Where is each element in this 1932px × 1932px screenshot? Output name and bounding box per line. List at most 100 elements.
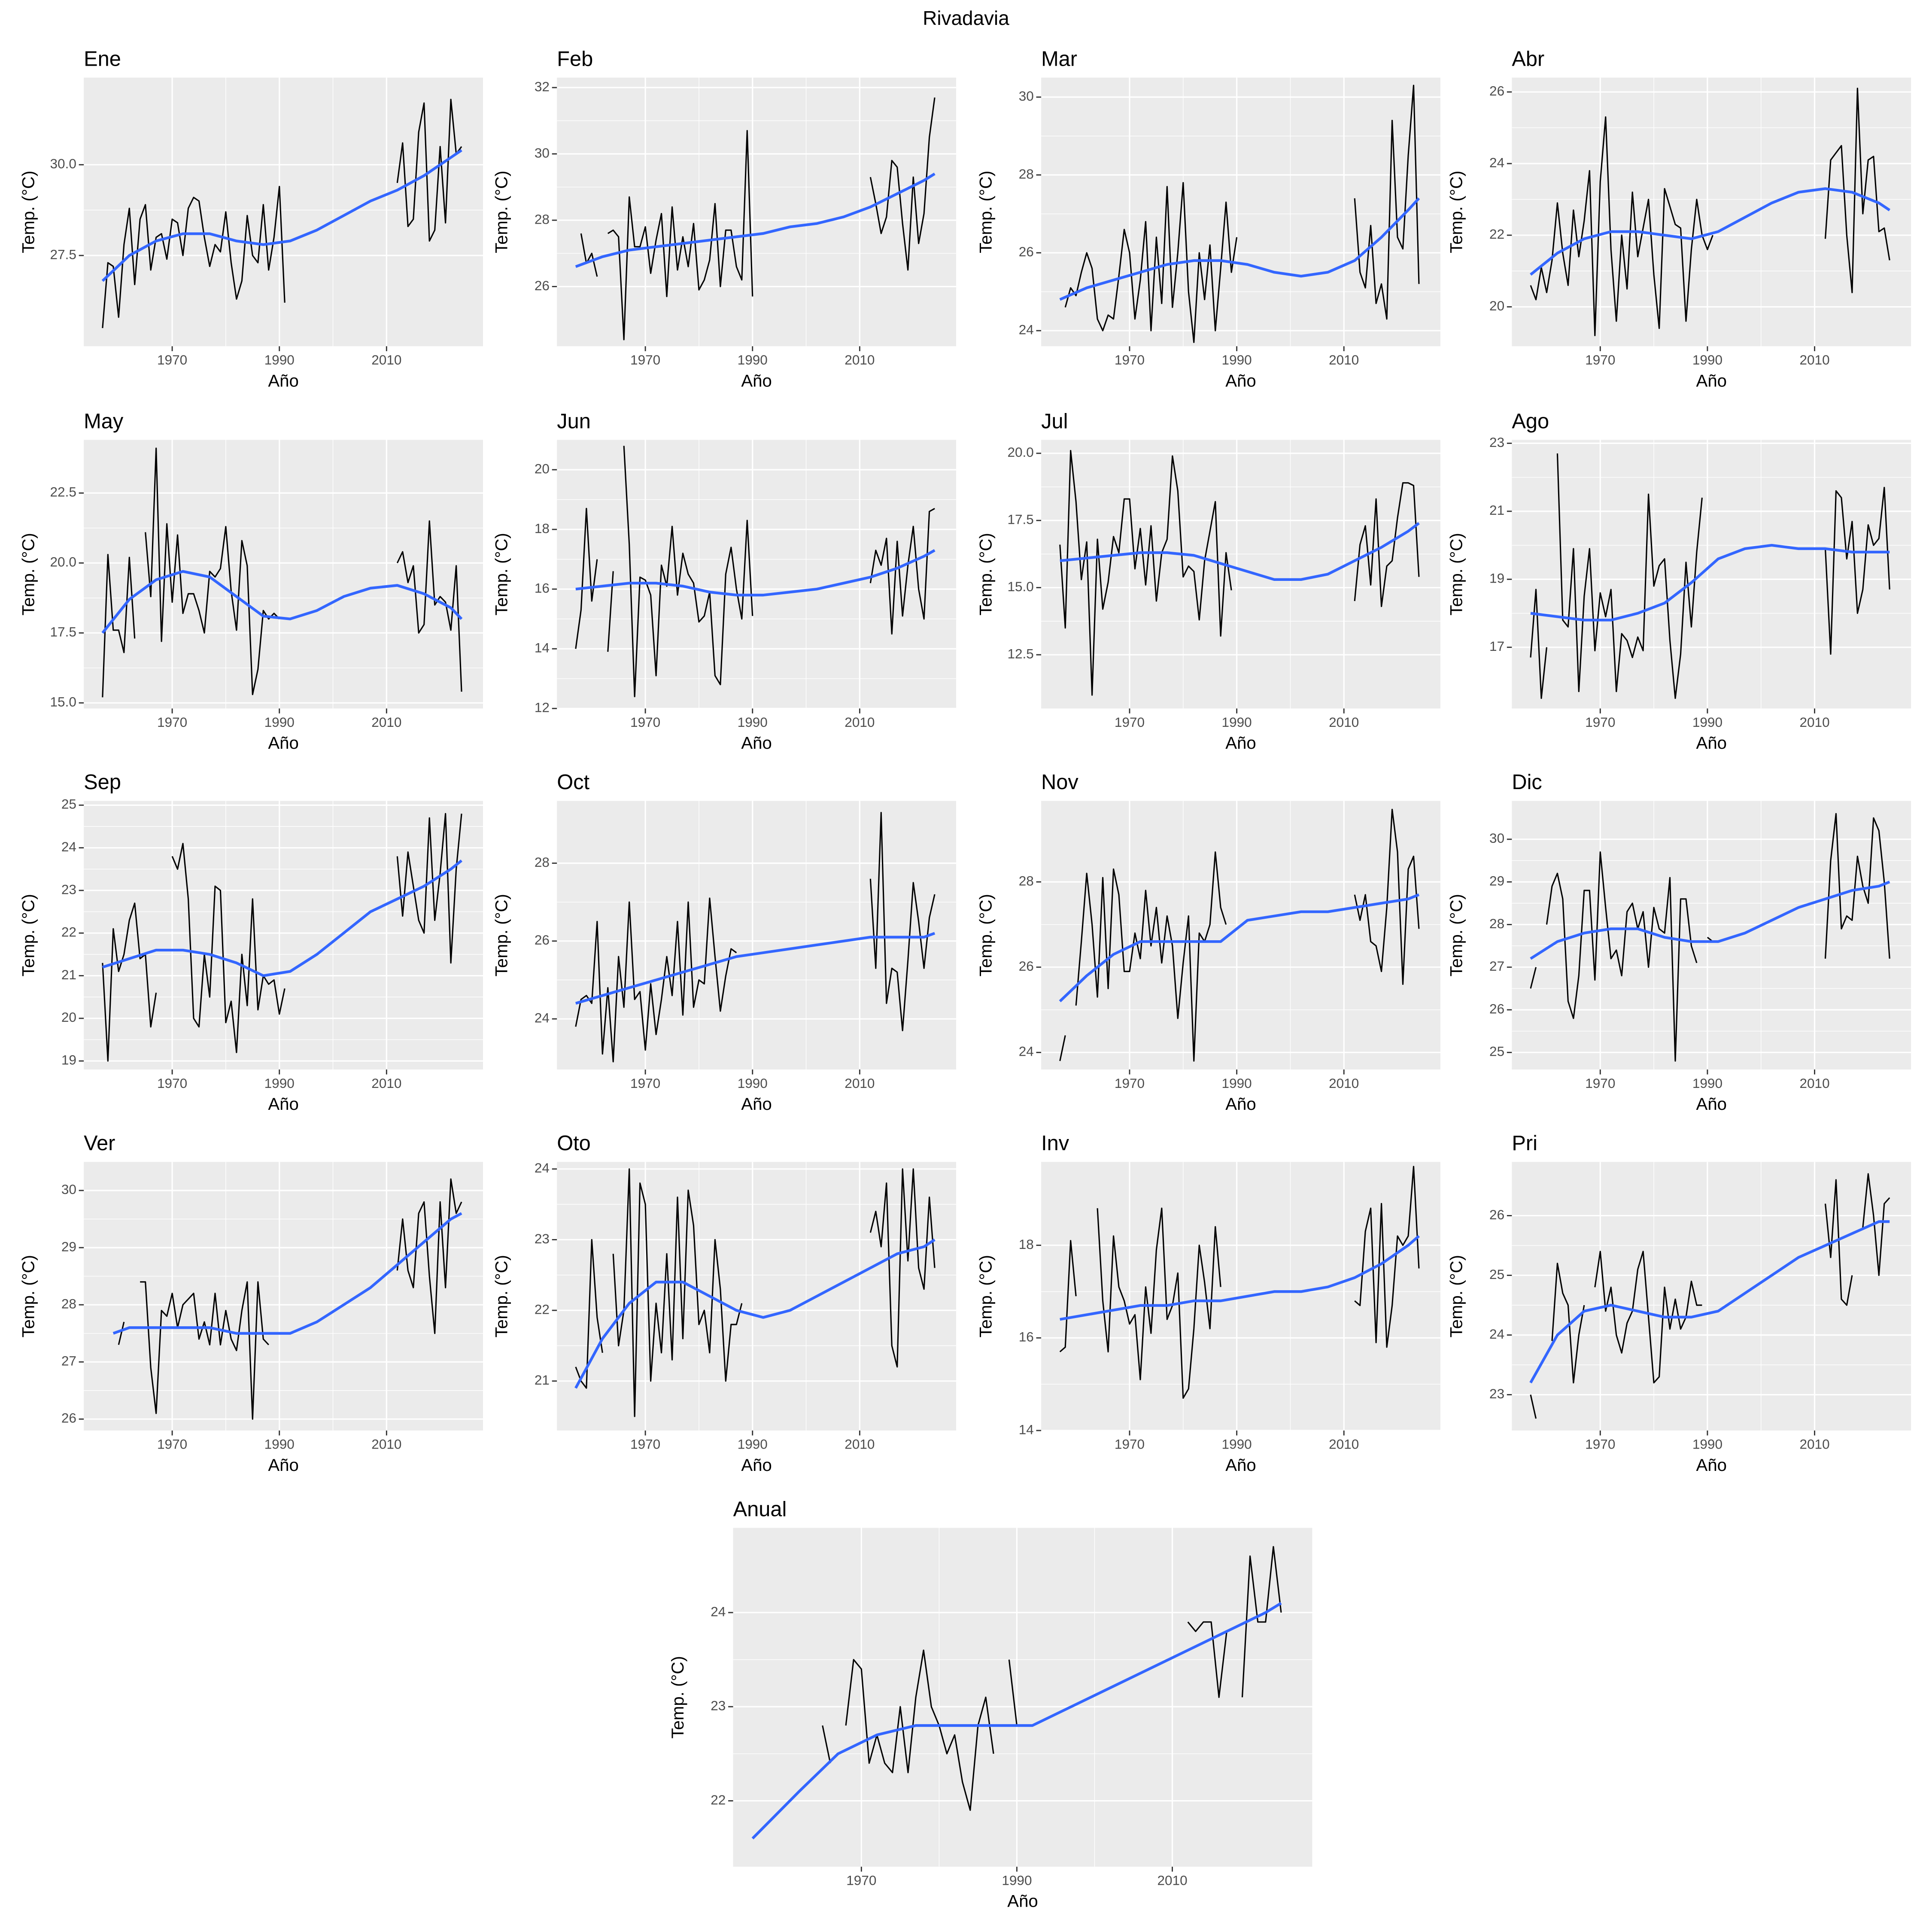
x-tick-label: 2010 <box>844 1075 875 1091</box>
y-tick-label: 24 <box>61 839 76 854</box>
x-tick-label: 2010 <box>1799 1437 1829 1452</box>
panel-title: Abr <box>1512 48 1544 71</box>
y-tick-label: 28 <box>61 1296 76 1311</box>
y-tick-label: 23 <box>535 1231 550 1246</box>
panel: 14 16 18 1970 1990 2010 Inv Año Temp. (°C) <box>976 1132 1440 1475</box>
x-tick-label: 2010 <box>1329 352 1359 368</box>
y-tick-label: 24 <box>711 1604 726 1619</box>
y-tick-label: 23 <box>711 1698 726 1713</box>
x-tick-label: 1990 <box>264 1075 295 1091</box>
x-tick-label: 1970 <box>1585 1075 1615 1091</box>
x-axis-title: Año <box>268 733 298 753</box>
panel-title: Mar <box>1041 48 1077 71</box>
panel-title: Ago <box>1512 410 1549 433</box>
x-tick-label: 1990 <box>1692 1075 1722 1091</box>
panel-title: Oct <box>557 771 589 794</box>
smooth-line <box>112 1212 462 1335</box>
y-axis-title: Temp. (°C) <box>18 894 38 976</box>
x-axis-title: Año <box>741 371 772 390</box>
y-tick-label: 17 <box>1489 638 1504 654</box>
smooth-line <box>1529 1220 1890 1384</box>
y-tick-label: 26 <box>1489 83 1504 99</box>
x-tick-label: 1970 <box>1115 1437 1145 1452</box>
y-tick-label: 23 <box>61 881 76 897</box>
x-tick-label: 1990 <box>1692 1437 1722 1452</box>
x-tick-label: 1990 <box>1692 352 1722 368</box>
y-tick-label: 20 <box>61 1009 76 1025</box>
plot-background <box>84 77 483 346</box>
y-tick-label: 20.0 <box>50 554 76 570</box>
y-tick-label: 19 <box>61 1052 76 1068</box>
x-tick-label: 1970 <box>1585 1437 1615 1452</box>
y-axis-title: Temp. (°C) <box>976 1255 995 1337</box>
x-axis-title: Año <box>1225 1455 1256 1475</box>
plot-background <box>1512 801 1911 1070</box>
x-axis-title: Año <box>741 1094 772 1114</box>
panel: 24 26 28 1970 1990 2010 Nov Año Temp. (°C) <box>976 771 1440 1114</box>
panel-title: Nov <box>1041 771 1078 794</box>
data-line <box>575 446 935 697</box>
x-tick-label: 1990 <box>738 352 768 368</box>
y-axis-title: Temp. (°C) <box>492 1255 511 1337</box>
y-tick-label: 28 <box>1489 916 1504 931</box>
y-tick-label: 32 <box>535 79 550 94</box>
data-line <box>102 447 462 698</box>
x-tick-label: 1970 <box>846 1873 876 1888</box>
y-tick-label: 15.0 <box>50 694 76 710</box>
y-tick-label: 26 <box>535 932 550 948</box>
plot-background <box>557 440 957 709</box>
y-tick-label: 25 <box>1489 1267 1504 1282</box>
x-tick-label: 1970 <box>157 352 187 368</box>
y-tick-label: 27 <box>61 1353 76 1369</box>
x-tick-label: 2010 <box>1329 714 1359 730</box>
panel: 20 22 24 26 1970 1990 2010 Abr Año Temp. (°C) <box>1447 48 1911 390</box>
y-axis-title: Temp. (°C) <box>976 170 995 253</box>
plot-background <box>733 1528 1312 1867</box>
y-tick-label: 22 <box>61 924 76 940</box>
x-tick-label: 2010 <box>1799 352 1829 368</box>
smooth-line <box>1530 544 1890 622</box>
y-tick-label: 12 <box>535 700 550 715</box>
y-tick-label: 29 <box>61 1239 76 1254</box>
y-tick-label: 28 <box>535 211 550 227</box>
x-tick-label: 1970 <box>1115 352 1145 368</box>
plot-background <box>1512 77 1911 346</box>
x-tick-label: 2010 <box>371 1437 401 1452</box>
y-tick-label: 14 <box>535 640 550 656</box>
y-tick-label: 15.0 <box>1007 579 1033 594</box>
y-tick-label: 18 <box>535 520 550 536</box>
x-tick-label: 1970 <box>1585 714 1615 730</box>
y-tick-label: 26 <box>1489 1207 1504 1222</box>
y-tick-label: 19 <box>1489 571 1504 586</box>
x-tick-label: 1970 <box>1115 1075 1145 1091</box>
panel: 24 26 28 1970 1990 2010 Oct Año Temp. (°C) <box>492 771 957 1114</box>
y-axis-title: Temp. (°C) <box>18 533 38 615</box>
data-line <box>1530 453 1890 699</box>
y-axis-title: Temp. (°C) <box>1447 1255 1466 1337</box>
x-axis-title: Año <box>1696 733 1727 753</box>
x-axis-title: Año <box>1696 1455 1727 1475</box>
smooth-line <box>575 932 936 1005</box>
x-tick-label: 2010 <box>1157 1873 1187 1888</box>
y-axis-title: Temp. (°C) <box>492 533 511 615</box>
plot-background <box>1512 1162 1911 1431</box>
y-tick-label: 24 <box>535 1010 550 1026</box>
panel-title: Jun <box>557 410 591 433</box>
panel: 15.0 17.5 20.0 22.5 1970 1990 2010 May Año Temp. … <box>18 410 483 753</box>
x-axis-title: Año <box>1696 371 1727 390</box>
x-axis-title: Año <box>1225 733 1256 753</box>
smooth-line <box>101 149 462 282</box>
y-tick-label: 30 <box>61 1182 76 1197</box>
y-tick-label: 30.0 <box>50 156 76 171</box>
panel: 26 27 28 29 30 1970 1990 2010 Ver Año Temp. (°C) <box>18 1132 483 1475</box>
x-axis-title: Año <box>1225 1094 1256 1114</box>
plot-background <box>1041 801 1440 1070</box>
panel: 21 22 23 24 1970 1990 2010 Oto Año Temp. (°C) <box>492 1132 957 1475</box>
y-tick-label: 21 <box>1489 502 1504 518</box>
panel-title: Oto <box>557 1132 591 1155</box>
y-tick-label: 21 <box>535 1372 550 1388</box>
x-axis-title: Año <box>268 1455 298 1475</box>
y-tick-label: 26 <box>1019 244 1034 259</box>
